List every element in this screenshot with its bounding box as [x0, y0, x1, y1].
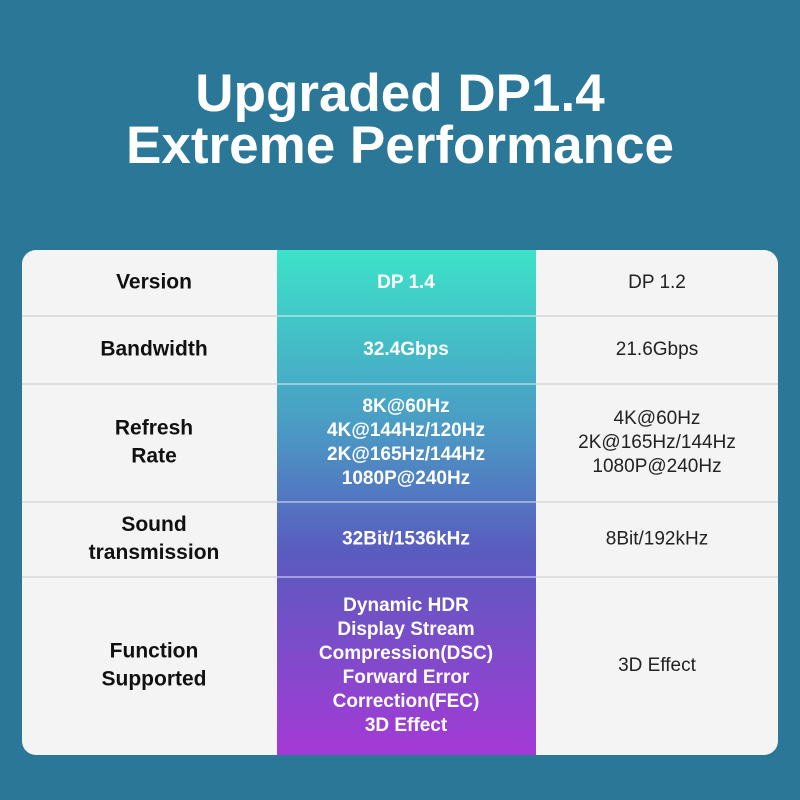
cell-text: Sound	[121, 513, 186, 536]
cell-text: Refresh	[115, 417, 193, 440]
cell-text: 8K@60Hz	[362, 396, 449, 417]
cell-text: Compression(DSC)	[319, 643, 493, 664]
cell-text: Correction(FEC)	[333, 691, 480, 712]
cell-text: DP 1.4	[377, 272, 435, 293]
table-cells: Version DP 1.4 DP 1.2 Bandwidth 32.4Gbps 21.6…	[89, 271, 736, 736]
cell-text: 32Bit/1536kHz	[342, 529, 470, 550]
cell-text: 1080P@240Hz	[342, 468, 470, 489]
cell-text: 2K@165Hz/144Hz	[578, 432, 736, 453]
cell-text: 2K@165Hz/144Hz	[327, 444, 485, 465]
cell-text: 4K@144Hz/120Hz	[327, 420, 485, 441]
cell-text: Rate	[131, 445, 177, 468]
cell-text: Function	[110, 640, 199, 663]
cell-text: Dynamic HDR	[343, 595, 469, 616]
cell-text: 3D Effect	[365, 715, 448, 736]
cell-text: Forward Error	[343, 667, 470, 688]
title-line: Extreme Performance	[126, 116, 674, 175]
cell-text: Bandwidth	[100, 338, 207, 361]
cell-text: 4K@60Hz	[614, 408, 701, 429]
cell-text: 3D Effect	[618, 655, 697, 676]
cell-text: Supported	[102, 668, 207, 691]
title-line: Upgraded DP1.4	[195, 64, 605, 123]
row-separators	[22, 315, 778, 578]
cell-text: 32.4Gbps	[363, 339, 449, 360]
cell-text: 8Bit/192kHz	[606, 529, 708, 550]
table-card: Version DP 1.4 DP 1.2 Bandwidth 32.4Gbps 21.6…	[22, 250, 778, 755]
cell-text: Version	[116, 271, 192, 294]
cell-text: 21.6Gbps	[616, 339, 698, 360]
cell-text: transmission	[89, 541, 220, 564]
cell-text: Display Stream	[337, 619, 474, 640]
cell-text: DP 1.2	[628, 272, 686, 293]
cell-text: 1080P@240Hz	[592, 456, 721, 477]
